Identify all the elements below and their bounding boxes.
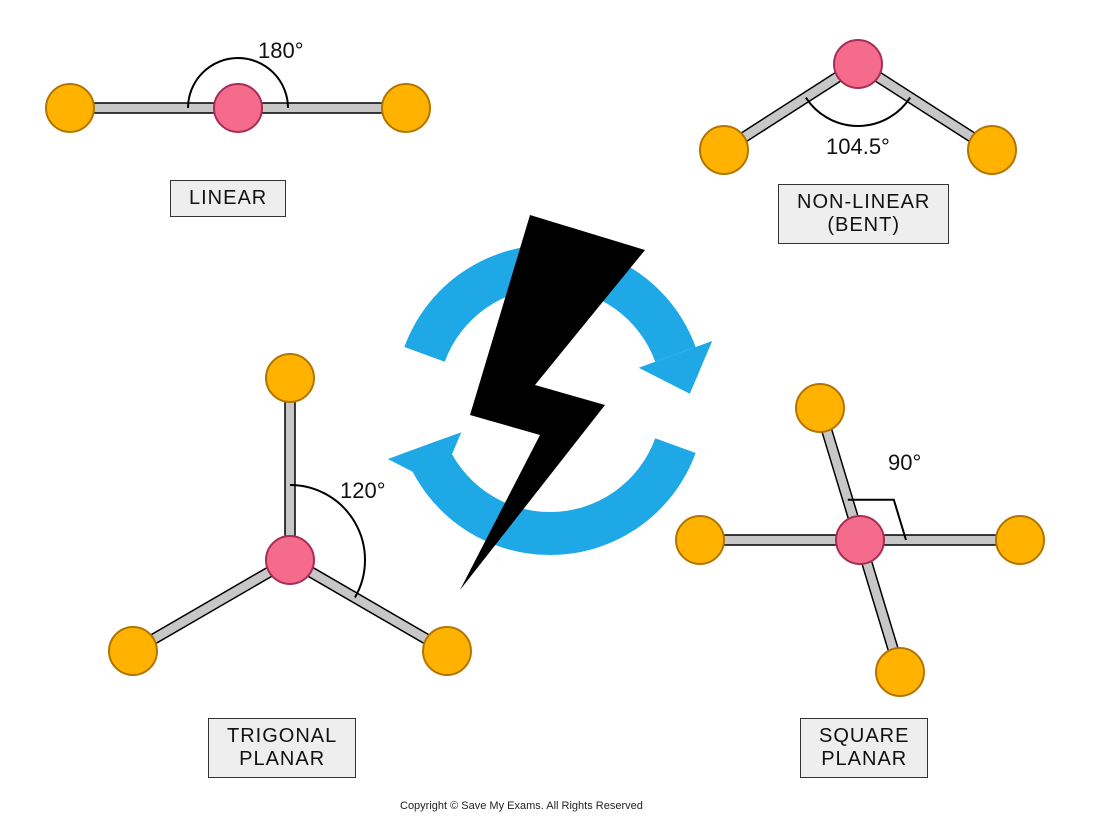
angle-trigonal: 120°	[340, 478, 386, 504]
label-linear: LINEAR	[170, 180, 286, 217]
label-square: SQUARE PLANAR	[800, 718, 928, 778]
copyright-text: Copyright © Save My Exams. All Rights Re…	[400, 800, 643, 812]
label-trigonal: TRIGONAL PLANAR	[208, 718, 356, 778]
label-bent: NON-LINEAR (BENT)	[778, 184, 949, 244]
angle-bent: 104.5°	[826, 134, 890, 160]
angle-square: 90°	[888, 450, 921, 476]
watermark	[388, 215, 712, 590]
diagram-canvas	[0, 0, 1100, 823]
angle-linear: 180°	[258, 38, 304, 64]
